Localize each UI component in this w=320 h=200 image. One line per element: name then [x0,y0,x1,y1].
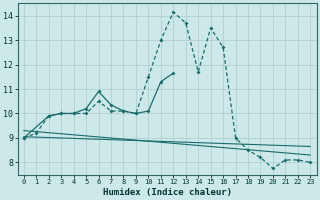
X-axis label: Humidex (Indice chaleur): Humidex (Indice chaleur) [103,188,232,197]
